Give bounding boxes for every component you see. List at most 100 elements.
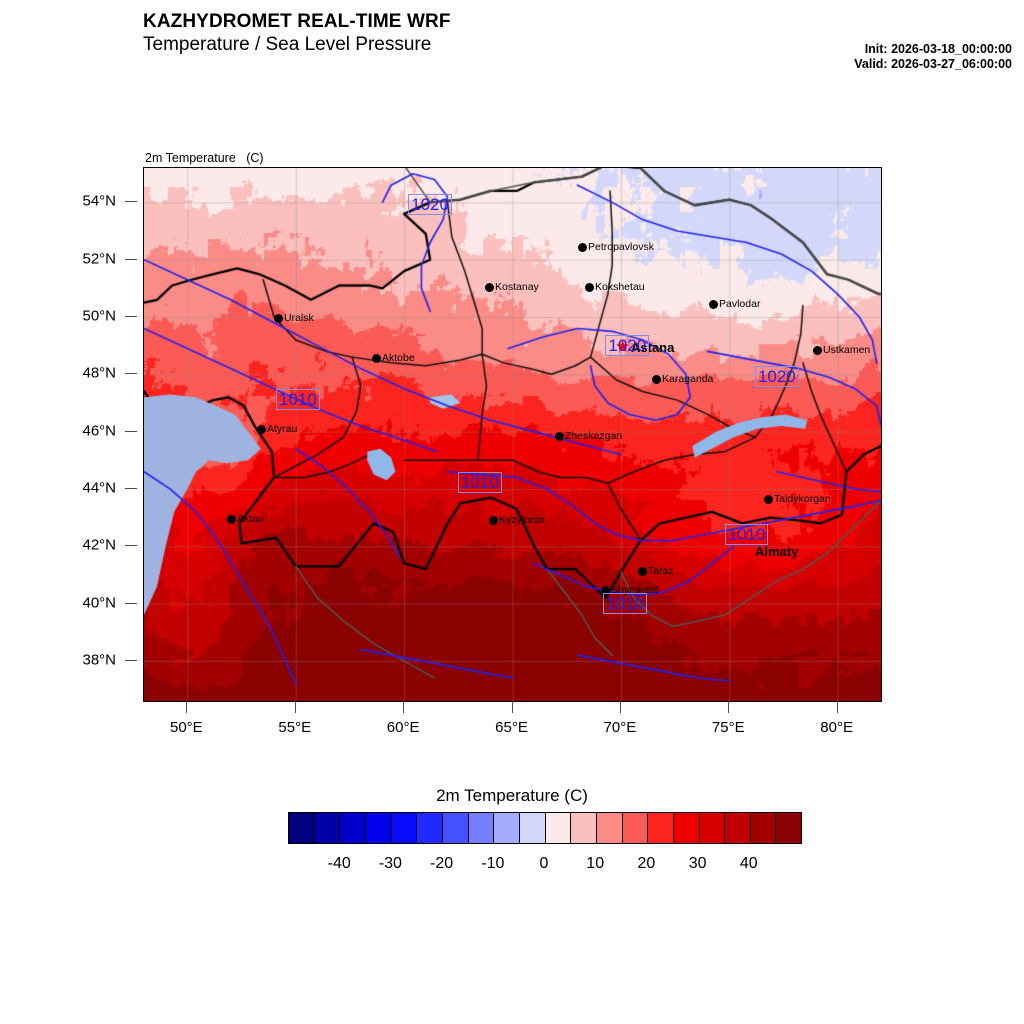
longitude-tick (836, 701, 838, 713)
temperature-field-canvas (144, 168, 881, 701)
colorbar-tick-label: 0 (539, 855, 549, 872)
city-label: Kyzylorda (499, 514, 546, 526)
colorbar-tick-label: 30 (688, 855, 707, 872)
title-line-1: KAZHYDROMET REAL-TIME WRF (143, 11, 451, 32)
city-marker-astana[interactable]: ★ Astana (615, 338, 675, 355)
colorbar-cell (750, 813, 777, 843)
colorbar-tick-label: 10 (586, 855, 605, 872)
city-marker-petropavlovsk[interactable]: Petropavlovsk (578, 242, 654, 252)
isobar-label: 1010 (724, 523, 769, 545)
longitude-tick-label: 75°E (711, 719, 745, 736)
latitude-tick-label: 44°N (82, 479, 116, 497)
colorbar-cell (622, 813, 649, 843)
city-label: Pavlodar (719, 298, 761, 310)
city-label: Aktau (237, 513, 264, 525)
city-dot-icon (257, 424, 266, 434)
latitude-tick-label: 42°N (82, 536, 116, 554)
colorbar-cell (365, 813, 392, 843)
valid-time-label: Valid: 2026-03-27_06:00:00 (854, 57, 1012, 71)
city-label: Petropavlovsk (588, 241, 654, 253)
latitude-tick-label: 48°N (82, 364, 116, 382)
city-label: Karaganda (662, 373, 714, 385)
city-dot-icon (652, 374, 661, 384)
longitude-tick-label: 80°E (820, 719, 853, 736)
colorbar-tick-label: -40 (327, 855, 351, 872)
latitude-tick-label: 46°N (82, 422, 116, 440)
longitude-tick-label: 50°E (169, 719, 203, 736)
colorbar-tick-label: -30 (378, 855, 402, 872)
city-marker-kyzylorda[interactable]: Kyzylorda (489, 515, 545, 525)
city-marker-atyrau[interactable]: Atyrau (257, 424, 297, 434)
colorbar-tick-label: 20 (637, 855, 656, 872)
latitude-tick-label: 54°N (82, 192, 116, 210)
city-marker-taraz[interactable]: Taraz (638, 566, 674, 576)
city-dot-icon (227, 514, 236, 524)
colorbar-cell (596, 813, 623, 843)
title-line-2: Temperature / Sea Level Pressure (143, 34, 432, 55)
colorbar-cell (699, 813, 726, 843)
colorbar-cell (725, 813, 751, 843)
colorbar[interactable] (288, 812, 802, 844)
colorbar-tick-label: -20 (430, 855, 454, 872)
longitude-tick (728, 701, 730, 713)
longitude-tick-label: 70°E (603, 719, 637, 736)
longitude-tick (619, 701, 621, 713)
variable-temperature-label: 2m Temperature (C) (145, 151, 264, 165)
city-dot-icon (578, 242, 587, 252)
isobar-label: 1010 (457, 472, 502, 494)
colorbar-cell (776, 813, 802, 843)
latitude-tick (125, 373, 137, 375)
city-marker-taldykorgan[interactable]: Taldykorgan (764, 494, 831, 504)
latitude-tick (125, 545, 137, 547)
latitude-tick (125, 659, 137, 661)
city-label: Kokshetau (595, 281, 645, 293)
city-marker-almaty[interactable]: ★ Almaty (739, 541, 798, 560)
city-marker-aktau[interactable]: Aktau (227, 514, 264, 524)
city-marker-shymkent[interactable]: Shymkent (601, 585, 658, 595)
colorbar-cell (468, 813, 495, 843)
latitude-tick-label: 52°N (82, 250, 116, 268)
longitude-tick (403, 701, 405, 713)
city-label: Astana (631, 339, 675, 355)
city-marker-kostanay[interactable]: Kostanay (485, 282, 539, 292)
city-dot-icon (585, 282, 594, 292)
city-dot-icon (274, 313, 283, 323)
isobar-label: 1020 (605, 334, 650, 356)
city-marker-aktobe[interactable]: Aktobe (372, 353, 415, 363)
city-dot-icon (485, 282, 494, 292)
latitude-tick (125, 602, 137, 604)
longitude-tick (186, 701, 188, 713)
colorbar-cell (673, 813, 700, 843)
capital-star-icon: ★ (739, 541, 755, 560)
city-marker-ustkamen[interactable]: Ustkamen (813, 345, 870, 355)
longitude-axis: 50°E 55°E 60°E 65°E 70°E 75°E 80°E (143, 701, 880, 751)
isobar-label: 1020 (754, 366, 799, 388)
city-label: Ustkamen (823, 344, 871, 356)
city-marker-karaganda[interactable]: Karaganda (652, 374, 713, 384)
city-dot-icon (489, 515, 498, 525)
city-dot-icon (638, 566, 647, 576)
colorbar-title: 2m Temperature (C) (436, 786, 588, 805)
longitude-tick-label: 55°E (278, 719, 312, 736)
colorbar-cell (494, 813, 520, 843)
colorbar-cell (391, 813, 418, 843)
colorbar-tick-label: -10 (481, 855, 505, 872)
colorbar-cell (648, 813, 674, 843)
city-marker-kokshetau[interactable]: Kokshetau (585, 282, 645, 292)
city-marker-pavlodar[interactable]: Pavlodar (709, 299, 760, 309)
isobar-label: 1010 (603, 592, 648, 614)
latitude-tick-label: 40°N (82, 594, 116, 612)
city-label: Shymkent (611, 584, 658, 596)
longitude-tick (511, 701, 513, 713)
forecast-time-block: Init: 2026-03-18_00:00:00 Valid: 2026-03… (762, 42, 1012, 72)
city-marker-zheskazgan[interactable]: Zheskazgan (555, 431, 622, 441)
weather-map[interactable]: Petropavlovsk Kostanay Kokshetau Pavlodar Ur… (143, 167, 882, 702)
latitude-tick (125, 201, 137, 203)
city-dot-icon (601, 585, 610, 595)
longitude-tick-label: 65°E (495, 719, 528, 736)
colorbar-cell (571, 813, 597, 843)
colorbar-cell (340, 813, 366, 843)
city-label: Taraz (648, 565, 674, 577)
city-label: Kostanay (495, 281, 539, 293)
city-marker-uralsk[interactable]: Uralsk (274, 313, 314, 323)
